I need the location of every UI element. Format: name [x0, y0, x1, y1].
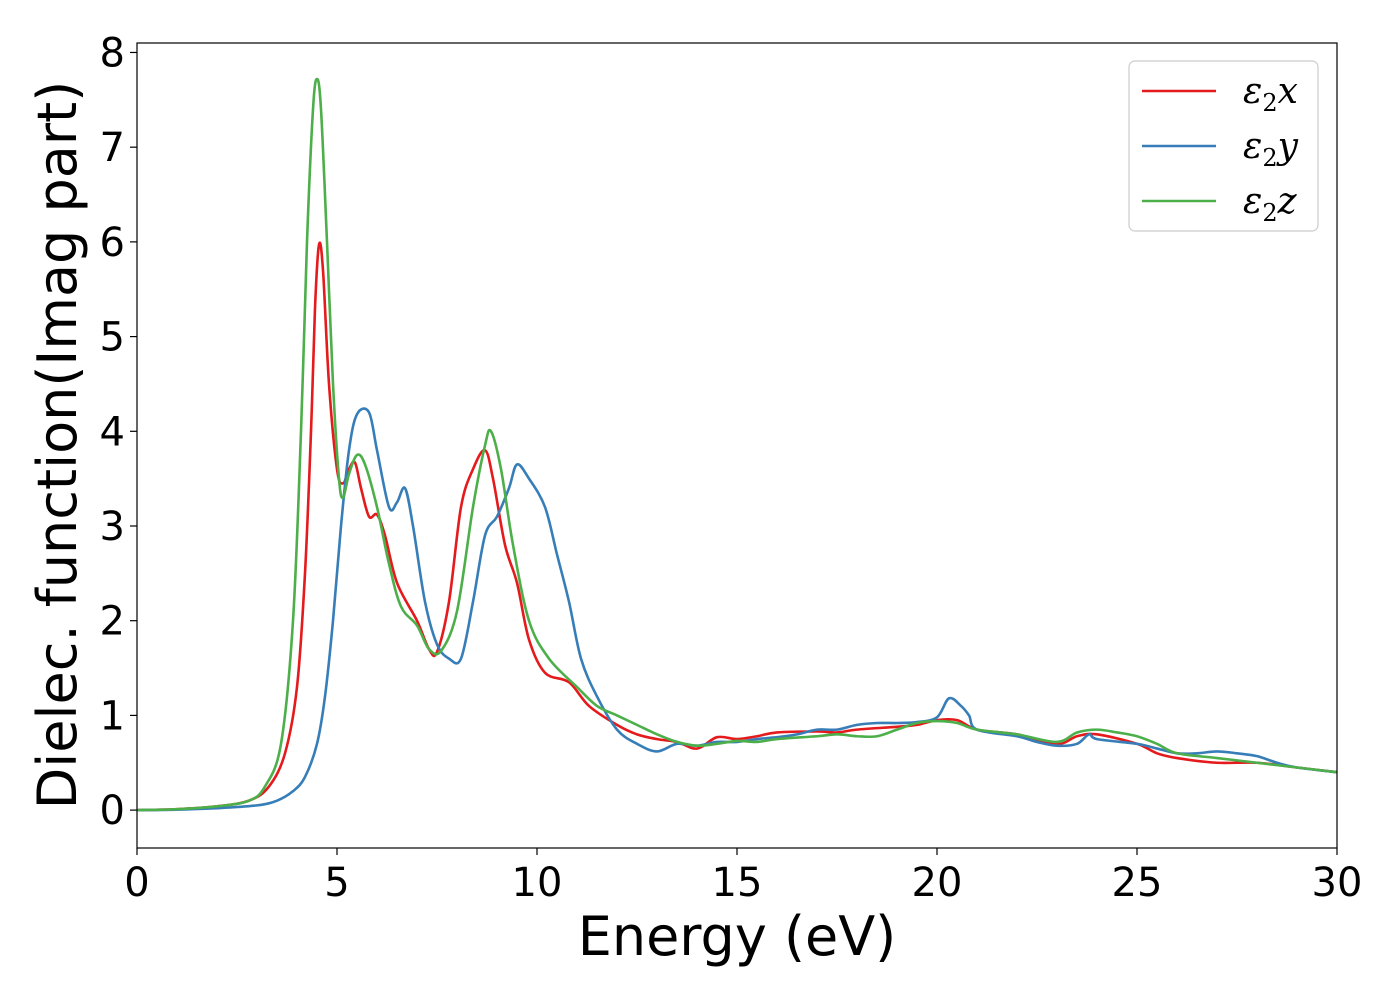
- legend-label-subscript: 2: [1262, 89, 1277, 117]
- x-axis-ticks: 0 5 10 15 20 25 30: [124, 848, 1362, 906]
- series-line-y: [137, 407, 1337, 812]
- y-axis-ticks: 0 1 2 3 4 5 6 7 8: [100, 30, 137, 834]
- legend-label-subscript: 2: [1262, 199, 1277, 227]
- x-tick-label: 15: [712, 860, 763, 906]
- x-tick-label: 25: [1112, 860, 1163, 906]
- y-tick-label: 6: [100, 220, 125, 266]
- x-tick-label: 20: [912, 860, 963, 906]
- x-tick-label: 10: [512, 860, 563, 906]
- legend-box: [1128, 60, 1319, 232]
- legend-label-suffix: z: [1277, 181, 1298, 222]
- legend-label-base: ε: [1243, 71, 1262, 112]
- x-tick-label: 5: [324, 860, 349, 906]
- x-tick-label: 0: [124, 860, 149, 906]
- legend-label-z: ε2z: [1243, 181, 1298, 227]
- x-axis-label: Energy (eV): [578, 905, 897, 968]
- y-tick-label: 2: [100, 599, 125, 645]
- series-group: [137, 77, 1337, 812]
- legend-label-suffix: y: [1276, 126, 1299, 167]
- y-tick-label: 7: [100, 125, 125, 171]
- y-tick-label: 4: [100, 409, 125, 455]
- legend-label-subscript: 2: [1262, 144, 1277, 172]
- legend-label-y: ε2y: [1243, 126, 1299, 172]
- y-tick-label: 8: [100, 30, 125, 76]
- series-line-z: [137, 77, 1337, 812]
- legend-label-base: ε: [1243, 126, 1262, 167]
- legend-label-suffix: x: [1278, 71, 1298, 112]
- y-tick-label: 3: [100, 504, 125, 550]
- y-tick-label: 1: [100, 693, 125, 739]
- y-tick-label: 0: [100, 788, 125, 834]
- y-tick-label: 5: [100, 315, 125, 361]
- legend-label-x: ε2x: [1243, 71, 1298, 117]
- legend-label-base: ε: [1243, 181, 1262, 222]
- x-tick-label: 30: [1312, 860, 1363, 906]
- y-axis-label: Dielec. function(Imag part): [26, 81, 89, 810]
